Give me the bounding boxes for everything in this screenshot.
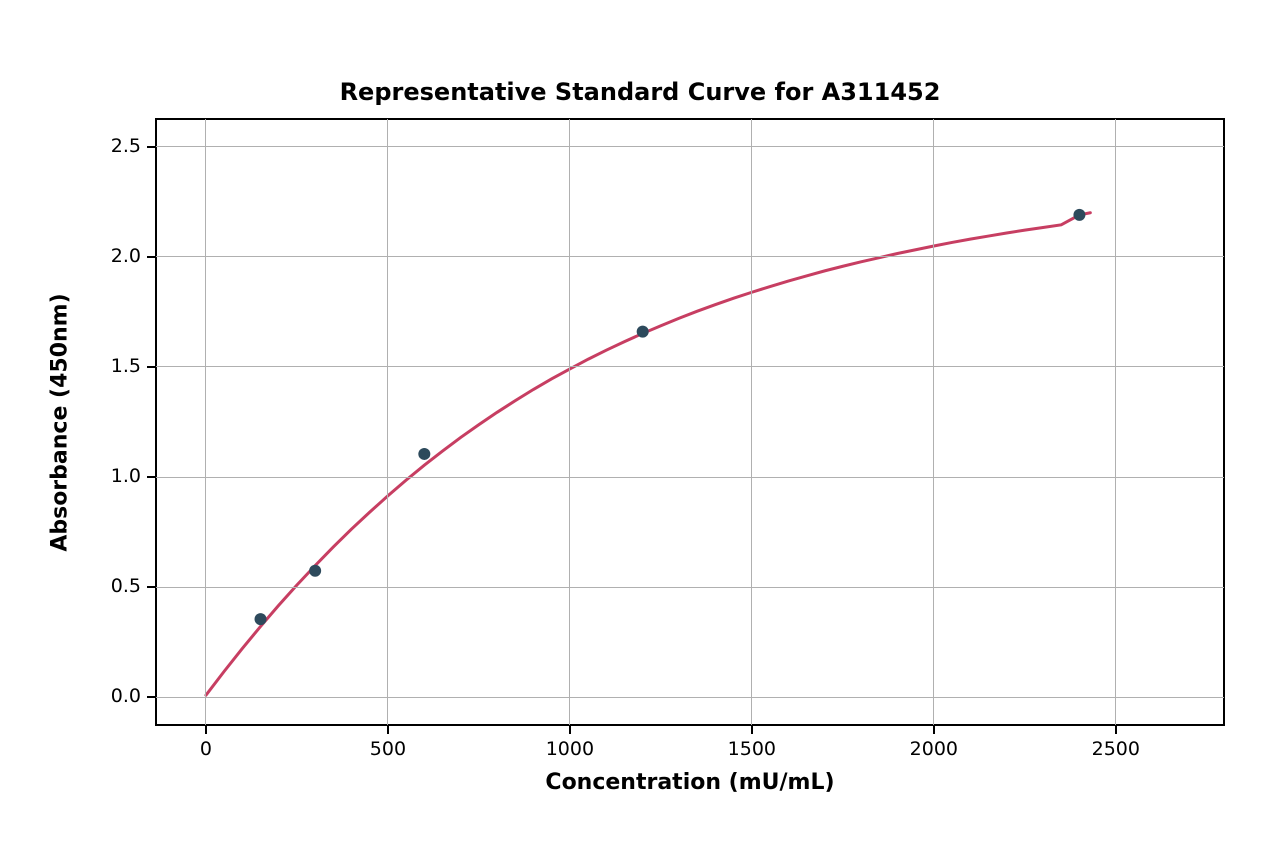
grid-line-v	[569, 119, 570, 725]
x-tick	[569, 726, 571, 734]
grid-line-h	[156, 366, 1224, 367]
grid-line-v	[387, 119, 388, 725]
y-tick	[147, 586, 155, 588]
chart-title: Representative Standard Curve for A31145…	[0, 78, 1280, 106]
grid-line-h	[156, 146, 1224, 147]
x-tick-label: 0	[166, 738, 246, 760]
x-axis-label: Concentration (mU/mL)	[155, 770, 1225, 795]
y-tick-label: 1.5	[111, 355, 141, 377]
x-tick-label: 2500	[1076, 738, 1156, 760]
grid-line-h	[156, 587, 1224, 588]
plot-area	[155, 118, 1225, 726]
grid-line-v	[751, 119, 752, 725]
x-tick	[933, 726, 935, 734]
chart-container: Representative Standard Curve for A31145…	[0, 0, 1280, 845]
grid-line-h	[156, 477, 1224, 478]
y-tick-label: 2.0	[111, 245, 141, 267]
y-tick	[147, 476, 155, 478]
y-tick-label: 0.5	[111, 575, 141, 597]
grid-line-h	[156, 256, 1224, 257]
grid-line-v	[205, 119, 206, 725]
x-tick	[751, 726, 753, 734]
x-tick-label: 1000	[530, 738, 610, 760]
y-tick-label: 0.0	[111, 685, 141, 707]
y-axis-label: Absorbance (450nm)	[48, 163, 73, 683]
x-tick	[205, 726, 207, 734]
y-tick-label: 1.0	[111, 465, 141, 487]
x-tick-label: 1500	[712, 738, 792, 760]
grid-line-v	[933, 119, 934, 725]
y-tick	[147, 366, 155, 368]
y-tick-label: 2.5	[111, 135, 141, 157]
x-tick-label: 500	[348, 738, 428, 760]
x-tick-label: 2000	[894, 738, 974, 760]
x-tick	[387, 726, 389, 734]
x-tick	[1115, 726, 1117, 734]
y-tick	[147, 256, 155, 258]
grid-line-h	[156, 697, 1224, 698]
y-tick	[147, 696, 155, 698]
grid-line-v	[1115, 119, 1116, 725]
y-tick	[147, 146, 155, 148]
